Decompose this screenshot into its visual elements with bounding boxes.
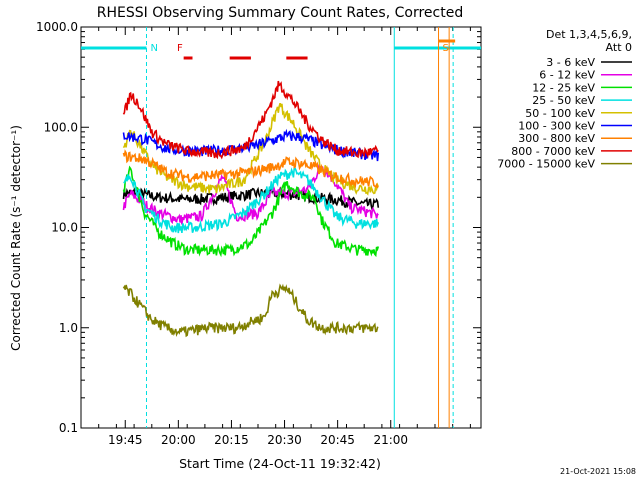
series-line-3 <box>123 165 380 234</box>
legend-header-line-1: Det 1,3,4,5,6,9, <box>546 28 632 41</box>
series-line-6 <box>122 149 379 189</box>
y-tick-label: 1000.0 <box>36 20 78 34</box>
series-line-7 <box>122 80 379 160</box>
y-tick-label: 100.0 <box>44 120 78 134</box>
series-line-8 <box>122 283 379 338</box>
series-line-0 <box>122 186 380 213</box>
x-axis-label: Start Time (24-Oct-11 19:32:42) <box>179 456 381 471</box>
legend-header-line-2: Att 0 <box>606 41 632 54</box>
series-line-2 <box>122 165 380 258</box>
legend-label: 800 - 7000 keV <box>511 145 595 158</box>
annotation-label: N <box>150 43 157 54</box>
x-tick-label: 20:45 <box>320 433 355 447</box>
legend-label: 100 - 300 keV <box>518 120 595 133</box>
x-tick-label: 20:00 <box>161 433 196 447</box>
x-tick-label: 20:30 <box>267 433 302 447</box>
legend-label: 7000 - 15000 keV <box>497 158 595 171</box>
legend-label: 300 - 800 keV <box>518 132 595 145</box>
data-series <box>122 80 380 338</box>
y-axis-label: Corrected Count Rate (s⁻¹ detector⁻¹) <box>9 125 23 351</box>
legend-label: 12 - 25 keV <box>532 81 595 94</box>
legend-label: 3 - 6 keV <box>546 56 595 69</box>
y-tick-label: 0.1 <box>59 421 78 435</box>
y-tick-label: 1.0 <box>59 321 78 335</box>
y-axis: 1000.0 100.0 10.0 1.0 0.1 <box>36 20 481 435</box>
annotation-label: S <box>443 43 449 54</box>
footer-date: 21-Oct-2021 15:08 <box>560 467 636 476</box>
series-line-1 <box>122 164 379 225</box>
legend-label: 25 - 50 keV <box>532 94 595 107</box>
x-axis: 19:45 20:00 20:15 20:30 20:45 21:00 <box>80 27 471 447</box>
x-tick-label: 21:00 <box>373 433 408 447</box>
legend-label: 6 - 12 keV <box>539 69 595 82</box>
chart-title: RHESSI Observing Summary Count Rates, Co… <box>97 5 463 21</box>
x-tick-label: 20:15 <box>214 433 249 447</box>
y-tick-label: 10.0 <box>51 221 78 235</box>
x-tick-label: 19:45 <box>108 433 143 447</box>
series-line-5 <box>122 128 380 162</box>
legend-label: 50 - 100 keV <box>525 107 595 120</box>
annotation-label: F <box>177 43 183 54</box>
